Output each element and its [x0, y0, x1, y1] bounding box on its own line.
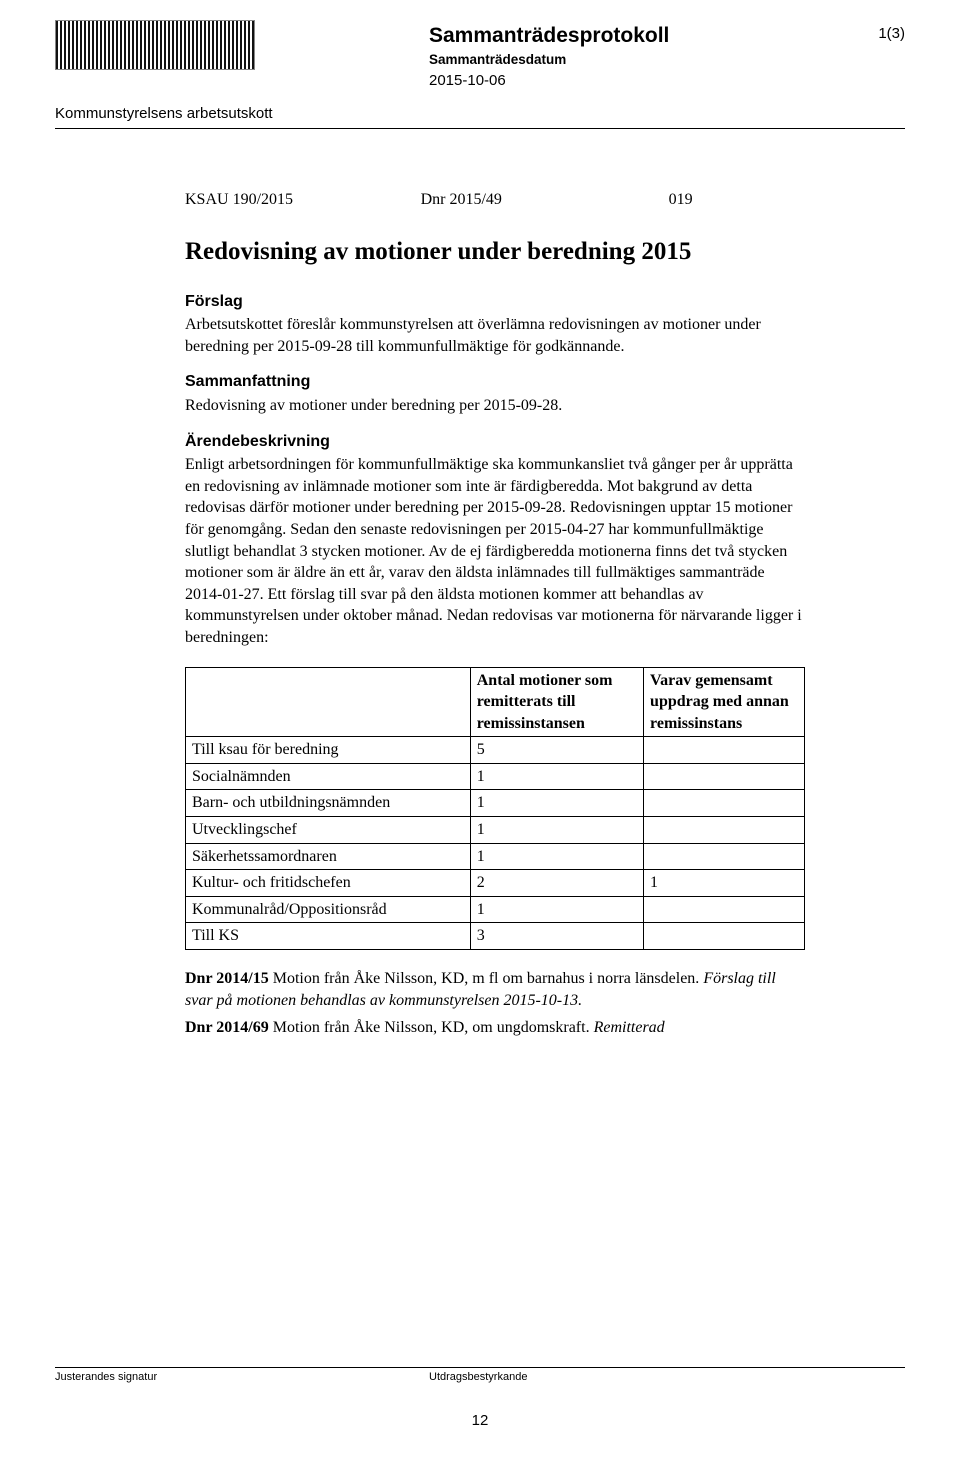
table-row: Kommunalråd/Oppositionsråd 1: [186, 896, 805, 923]
table-cell: Kommunalråd/Oppositionsråd: [186, 896, 471, 923]
table-cell: 2: [470, 870, 643, 897]
table-cell: Utvecklingschef: [186, 817, 471, 844]
table-cell: 3: [470, 923, 643, 950]
table-row: Socialnämnden 1: [186, 763, 805, 790]
meeting-date: 2015-10-06: [429, 71, 845, 91]
table-row: Barn- och utbildningsnämnden 1: [186, 790, 805, 817]
page-number: 12: [55, 1411, 905, 1431]
footer-attestation-label: Utdragsbestyrkande: [429, 1370, 905, 1385]
table-cell: 1: [470, 817, 643, 844]
meeting-date-label: Sammanträdesdatum: [429, 51, 845, 69]
table-cell: Kultur- och fritidschefen: [186, 870, 471, 897]
table-cell: 1: [470, 790, 643, 817]
proposal-heading: Förslag: [185, 291, 805, 313]
table-cell: [644, 843, 805, 870]
page-header: Kommunstyrelsens arbetsutskott Sammanträ…: [55, 20, 905, 129]
motions-table: Antal motioner som remitterats till remi…: [185, 667, 805, 951]
table-cell: [644, 817, 805, 844]
table-row: Utvecklingschef 1: [186, 817, 805, 844]
case-reference-line: KSAU 190/2015 Dnr 2015/49 019: [185, 189, 805, 211]
table-cell: [644, 790, 805, 817]
reference-note: Remitterad: [594, 1019, 665, 1036]
reference-text: Motion från Åke Nilsson, KD, m fl om bar…: [269, 970, 704, 987]
table-cell: 1: [470, 763, 643, 790]
table-header-cell: Antal motioner som remitterats till remi…: [470, 667, 643, 737]
table-cell: 1: [470, 843, 643, 870]
table-cell: 1: [644, 870, 805, 897]
summary-text: Redovisning av motioner under beredning …: [185, 395, 805, 417]
case-id: KSAU 190/2015: [185, 189, 421, 211]
table-cell: [644, 737, 805, 764]
footer-signature-label: Justerandes signatur: [55, 1370, 429, 1385]
page-title: Redovisning av motioner under beredning …: [185, 235, 805, 269]
table-cell: [644, 923, 805, 950]
table-header-row: Antal motioner som remitterats till remi…: [186, 667, 805, 737]
table-cell: [644, 896, 805, 923]
proposal-text: Arbetsutskottet föreslår kommunstyrelsen…: [185, 314, 805, 357]
table-cell: [644, 763, 805, 790]
reference-paragraph: Dnr 2014/69 Motion från Åke Nilsson, KD,…: [185, 1017, 805, 1039]
table-cell: Till ksau för beredning: [186, 737, 471, 764]
document-type-title: Sammanträdesprotokoll: [429, 22, 845, 50]
page-indicator: 1(3): [845, 20, 905, 44]
reference-text: Motion från Åke Nilsson, KD, om ungdomsk…: [269, 1019, 594, 1036]
table-row: Till ksau för beredning 5: [186, 737, 805, 764]
table-cell: Till KS: [186, 923, 471, 950]
municipality-logo: [55, 20, 255, 70]
table-row: Kultur- och fritidschefen 2 1: [186, 870, 805, 897]
table-cell: 5: [470, 737, 643, 764]
case-number: 019: [669, 189, 805, 211]
footer-line: Justerandes signatur Utdragsbestyrkande: [55, 1367, 905, 1385]
table-cell: Säkerhetssamordnaren: [186, 843, 471, 870]
table-cell: Barn- och utbildningsnämnden: [186, 790, 471, 817]
reference-dnr: Dnr 2014/69: [185, 1019, 269, 1036]
table-cell: Socialnämnden: [186, 763, 471, 790]
table-row: Säkerhetssamordnaren 1: [186, 843, 805, 870]
committee-name: Kommunstyrelsens arbetsutskott: [55, 104, 429, 124]
table-row: Till KS 3: [186, 923, 805, 950]
table-header-cell: Varav gemensamt uppdrag med annan remiss…: [644, 667, 805, 737]
document-body: KSAU 190/2015 Dnr 2015/49 019 Redovisnin…: [55, 129, 905, 1039]
summary-heading: Sammanfattning: [185, 371, 805, 393]
case-dnr: Dnr 2015/49: [421, 189, 669, 211]
header-center: Sammanträdesprotokoll Sammanträdesdatum …: [429, 20, 845, 91]
description-heading: Ärendebeskrivning: [185, 431, 805, 453]
reference-paragraph: Dnr 2014/15 Motion från Åke Nilsson, KD,…: [185, 968, 805, 1011]
table-cell: 1: [470, 896, 643, 923]
description-text: Enligt arbetsordningen för kommunfullmäk…: [185, 454, 805, 648]
page-footer: Justerandes signatur Utdragsbestyrkande …: [55, 1367, 905, 1431]
reference-dnr: Dnr 2014/15: [185, 970, 269, 987]
table-header-cell: [186, 667, 471, 737]
header-left: Kommunstyrelsens arbetsutskott: [55, 20, 429, 124]
